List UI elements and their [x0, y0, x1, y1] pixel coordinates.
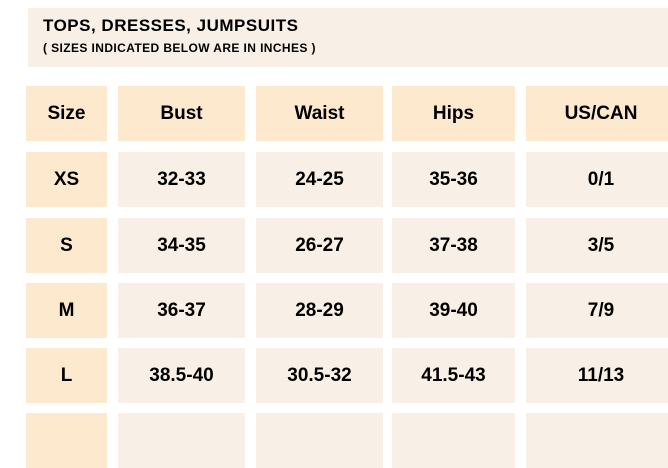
table-cell: 24-25	[256, 152, 383, 207]
table-cell: 28-29	[256, 283, 383, 338]
table-cell	[526, 413, 668, 468]
column-header-bust: Bust	[118, 86, 245, 141]
table-cell: 26-27	[256, 218, 383, 273]
chart-title: TOPS, DRESSES, JUMPSUITS	[43, 16, 299, 35]
column-header-hips: Hips	[392, 86, 515, 141]
table-cell: 3/5	[526, 218, 668, 273]
table-cell: 0/1	[526, 152, 668, 207]
table-cell: 7/9	[526, 283, 668, 338]
table-cell: 35-36	[392, 152, 515, 207]
table-cell	[392, 413, 515, 468]
table-cell: 37-38	[392, 218, 515, 273]
size-cell: L	[26, 348, 107, 403]
column-header-size: Size	[26, 86, 107, 141]
size-cell: M	[26, 283, 107, 338]
table-cell: 41.5-43	[392, 348, 515, 403]
table-cell: 11/13	[526, 348, 668, 403]
column-header-waist: Waist	[256, 86, 383, 141]
table-cell	[256, 413, 383, 468]
table-cell	[118, 413, 245, 468]
table-cell: 36-37	[118, 283, 245, 338]
table-cell: 30.5-32	[256, 348, 383, 403]
table-cell: 38.5-40	[118, 348, 245, 403]
size-cell: S	[26, 218, 107, 273]
title-banner: TOPS, DRESSES, JUMPSUITS ( SIZES INDICAT…	[28, 8, 668, 67]
size-cell: XS	[26, 152, 107, 207]
table-cell: 34-35	[118, 218, 245, 273]
table-cell: 39-40	[392, 283, 515, 338]
size-cell	[26, 413, 107, 468]
column-header-us-can: US/CAN	[526, 86, 668, 141]
chart-subtitle: ( SIZES INDICATED BELOW ARE IN INCHES )	[43, 41, 316, 55]
table-cell: 32-33	[118, 152, 245, 207]
